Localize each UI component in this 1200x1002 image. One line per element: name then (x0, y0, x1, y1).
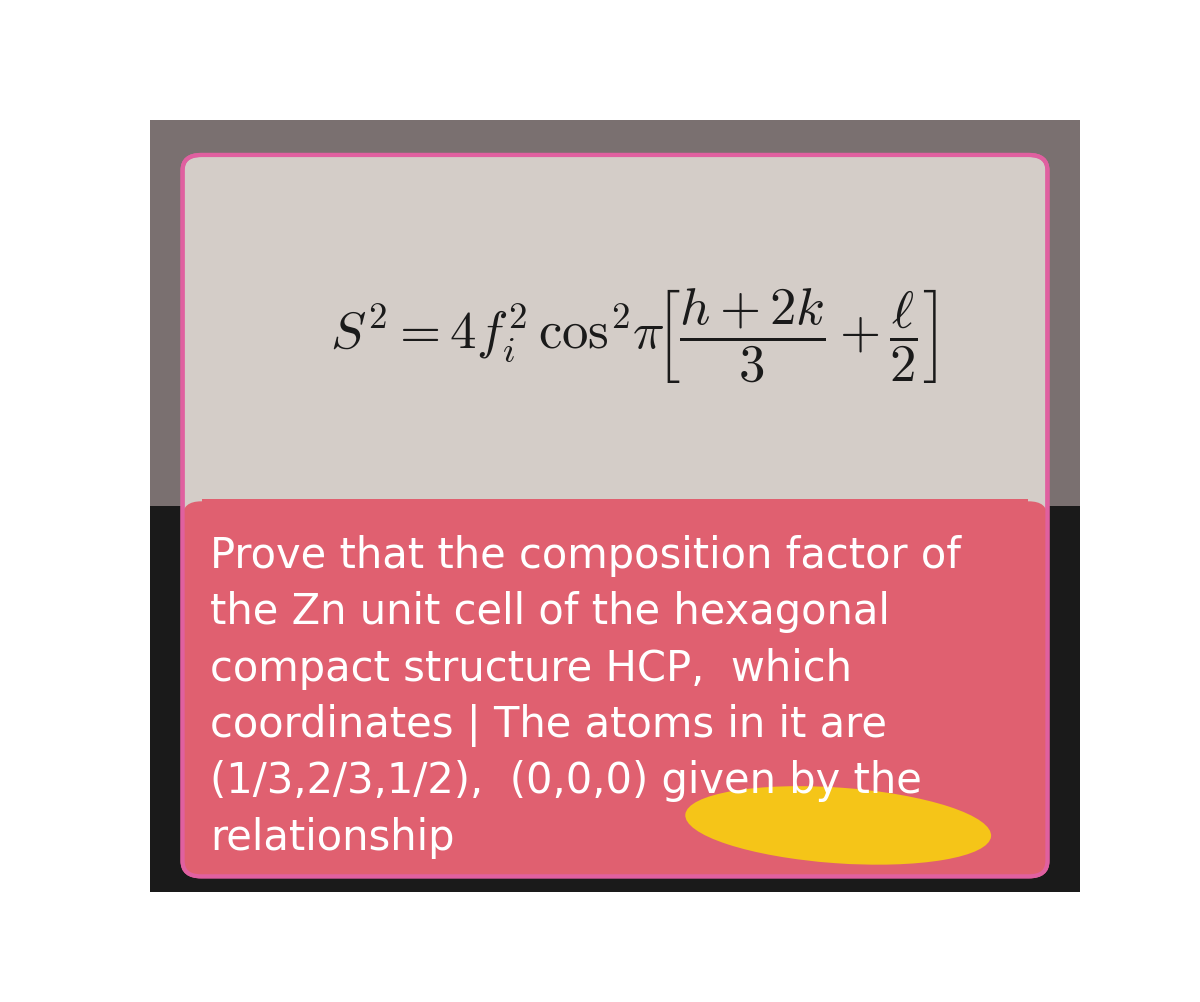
Text: $S^2 = 4f_i^2\,\cos^2\!\pi\!\left[\dfrac{h+2k}{3}+\dfrac{\ell}{2}\right]$: $S^2 = 4f_i^2\,\cos^2\!\pi\!\left[\dfrac… (330, 287, 937, 386)
FancyBboxPatch shape (182, 155, 1048, 877)
Bar (150, 120, 1080, 506)
Text: (1/3,2/3,1/2),  (0,0,0) given by the: (1/3,2/3,1/2), (0,0,0) given by the (210, 761, 923, 803)
Bar (202, 499, 1028, 530)
FancyBboxPatch shape (182, 501, 1048, 877)
Ellipse shape (685, 787, 991, 865)
Bar (150, 506, 1080, 892)
Text: compact structure HCP,  which: compact structure HCP, which (210, 648, 852, 689)
Text: Prove that the composition factor of: Prove that the composition factor of (210, 535, 961, 577)
Text: relationship: relationship (210, 817, 455, 859)
Text: coordinates | The atoms in it are: coordinates | The atoms in it are (210, 703, 888, 746)
Text: the Zn unit cell of the hexagonal: the Zn unit cell of the hexagonal (210, 591, 890, 633)
